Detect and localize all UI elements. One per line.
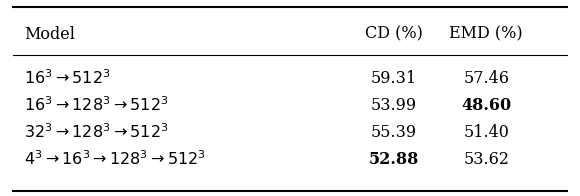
Text: CD (%): CD (%): [365, 26, 423, 43]
Text: 57.46: 57.46: [463, 70, 509, 87]
Text: EMD (%): EMD (%): [450, 26, 523, 43]
Text: 48.60: 48.60: [461, 97, 512, 114]
Text: $16^3 \rightarrow 128^3 \rightarrow 512^3$: $16^3 \rightarrow 128^3 \rightarrow 512^…: [24, 96, 169, 115]
Text: 53.99: 53.99: [371, 97, 417, 114]
Text: 59.31: 59.31: [371, 70, 417, 87]
Text: 53.62: 53.62: [463, 151, 509, 168]
Text: $4^3 \rightarrow 16^3 \rightarrow 128^3 \rightarrow 512^3$: $4^3 \rightarrow 16^3 \rightarrow 128^3 …: [24, 151, 206, 169]
Text: Model: Model: [24, 26, 75, 43]
Text: 55.39: 55.39: [371, 124, 417, 141]
Text: $32^3 \rightarrow 128^3 \rightarrow 512^3$: $32^3 \rightarrow 128^3 \rightarrow 512^…: [24, 123, 169, 142]
Text: 51.40: 51.40: [463, 124, 509, 141]
Text: 52.88: 52.88: [369, 151, 419, 168]
Text: $16^3 \rightarrow 512^3$: $16^3 \rightarrow 512^3$: [24, 69, 111, 88]
